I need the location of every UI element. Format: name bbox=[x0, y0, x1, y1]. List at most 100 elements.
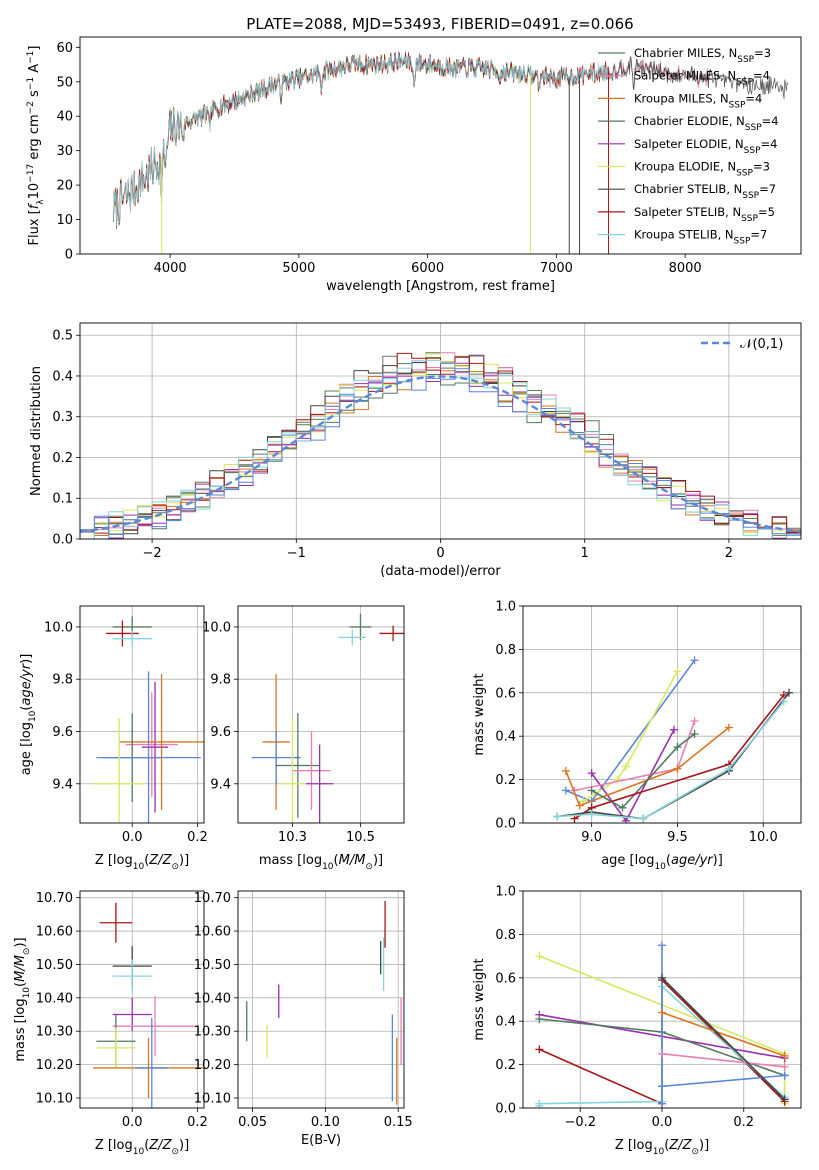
weight-line bbox=[574, 694, 785, 820]
y-tick-label: 0.3 bbox=[52, 410, 73, 425]
panel-mass-weight-vs-metallicity: −0.2 0.0 0.2 0.0 0.2 0.4 0.6 0.8 1.0 Z [log10(Z/Z… bbox=[472, 885, 802, 1157]
x-tick-label: 0 bbox=[436, 546, 444, 561]
weight-point bbox=[673, 667, 682, 676]
axes-frame bbox=[79, 890, 205, 1109]
y-tick-label: 0.4 bbox=[52, 369, 73, 384]
y-tick-label: 0.8 bbox=[495, 928, 516, 943]
x-axis-label: Z [log10(Z/Z⊙)] bbox=[95, 853, 189, 872]
y-tick-label: 10.20 bbox=[194, 1058, 231, 1073]
x-tick-label: 2 bbox=[725, 546, 733, 561]
y-tick-label: 0.5 bbox=[52, 329, 73, 344]
y-tick-label: 0.1 bbox=[52, 492, 73, 507]
y-tick-label: 10 bbox=[56, 213, 73, 228]
x-axis-label: wavelength [Angstrom, rest frame] bbox=[326, 279, 555, 294]
y-tick-label: 10.10 bbox=[36, 1091, 73, 1106]
x-tick-label: −0.2 bbox=[564, 1115, 596, 1130]
y-tick-label: 20 bbox=[56, 179, 73, 194]
x-tick-label: 10.5 bbox=[346, 830, 375, 845]
weight-point bbox=[535, 952, 544, 961]
y-tick-label: 60 bbox=[56, 41, 73, 56]
y-tick-label: 0.0 bbox=[52, 533, 73, 548]
panel-spectrum: 4000 5000 6000 7000 8000 0 10 20 30 40 50 60 wavelen… bbox=[26, 36, 802, 294]
weight-point bbox=[535, 1045, 544, 1054]
weight-point bbox=[690, 717, 699, 726]
weight-point bbox=[690, 730, 699, 739]
y-tick-label: 9.8 bbox=[210, 673, 231, 688]
y-tick-label: 1.0 bbox=[495, 600, 516, 615]
x-tick-label: 10.0 bbox=[749, 830, 778, 845]
x-tick-label: 0.0 bbox=[122, 830, 143, 845]
weight-line bbox=[661, 977, 786, 1100]
y-tick-label: 50 bbox=[56, 75, 73, 90]
legend-label: Chabrier ELODIE, NSSP=4 bbox=[634, 114, 779, 133]
x-tick-label: 0.15 bbox=[384, 1115, 413, 1130]
panel-mass-vs-ebv: 0.05 0.10 0.15 10.10 10.20 10.30 10.40 10.50 10.… bbox=[194, 890, 413, 1148]
weight-point bbox=[587, 769, 596, 778]
weight-point bbox=[561, 786, 570, 795]
y-tick-label: 40 bbox=[56, 110, 73, 125]
weight-point bbox=[658, 973, 666, 982]
plot-area bbox=[553, 656, 793, 823]
panel-residual-histogram: −2 −1 0 1 2 0.0 0.1 0.2 0.3 0.4 0.5 (data-model)/er… bbox=[29, 322, 802, 579]
x-tick-label: 0.2 bbox=[187, 830, 208, 845]
x-axis-label: Z [log10(Z/Z⊙)] bbox=[615, 1138, 709, 1157]
weight-point bbox=[658, 1099, 666, 1108]
weight-point bbox=[780, 1062, 789, 1071]
plot-area bbox=[93, 902, 204, 1108]
y-tick-label: 0.4 bbox=[495, 730, 516, 745]
x-tick-label: 10.3 bbox=[278, 830, 307, 845]
weight-point bbox=[535, 1099, 544, 1108]
y-tick-label: 10.40 bbox=[36, 991, 73, 1006]
weight-point bbox=[724, 764, 733, 773]
weight-line bbox=[565, 659, 696, 803]
histogram-step bbox=[80, 360, 801, 539]
weight-point bbox=[670, 725, 679, 734]
weight-line bbox=[661, 945, 785, 1104]
weight-point bbox=[658, 1008, 666, 1017]
y-tick-label: 9.8 bbox=[52, 673, 73, 688]
y-tick-label: 0.2 bbox=[495, 773, 516, 788]
weight-point bbox=[587, 810, 596, 819]
weight-line bbox=[591, 733, 696, 809]
y-tick-label: 10.30 bbox=[194, 1025, 231, 1040]
x-axis-label: (data-model)/error bbox=[380, 564, 501, 579]
figure-title: PLATE=2088, MJD=53493, FIBERID=0491, z=0… bbox=[246, 15, 633, 33]
x-tick-label: 0.10 bbox=[311, 1115, 340, 1130]
weight-point bbox=[561, 766, 570, 775]
y-tick-label: 10.50 bbox=[36, 958, 73, 973]
y-axis-label: mass weight bbox=[472, 958, 487, 1040]
legend-label: Salpeter ELODIE, NSSP=4 bbox=[634, 137, 777, 156]
x-axis-label: Z [log10(Z/Z⊙)] bbox=[95, 1138, 189, 1157]
axes-frame bbox=[522, 890, 802, 1109]
y-axis-label: mass weight bbox=[472, 673, 487, 755]
y-tick-label: 9.4 bbox=[210, 777, 231, 792]
y-tick-label: 0.6 bbox=[495, 971, 516, 986]
panel-age-vs-metallicity: 0.0 0.2 9.4 9.6 9.8 10.0 Z [log10(Z/Z⊙)] age [l… bbox=[19, 605, 208, 872]
y-tick-label: 10.60 bbox=[194, 925, 231, 940]
x-tick-label: −2 bbox=[143, 546, 162, 561]
axes-frame bbox=[237, 605, 405, 824]
weight-point bbox=[658, 1082, 666, 1091]
x-tick-label: 0.05 bbox=[238, 1115, 267, 1130]
y-axis-label: Normed distribution bbox=[29, 366, 44, 496]
y-tick-label: 10.30 bbox=[36, 1025, 73, 1040]
y-tick-label: 30 bbox=[56, 144, 73, 159]
legend-label: Chabrier MILES, NSSP=3 bbox=[634, 46, 771, 65]
weight-point bbox=[553, 812, 562, 821]
weight-point bbox=[724, 723, 733, 732]
axes-frame bbox=[79, 36, 802, 255]
y-tick-label: 0.2 bbox=[495, 1058, 516, 1073]
y-tick-label: 0.0 bbox=[495, 1102, 516, 1117]
x-tick-label: −1 bbox=[287, 546, 306, 561]
y-axis-label: Flux [fλ10−17 erg cm−2 s−1 A−1] bbox=[26, 46, 46, 246]
y-tick-label: 0.8 bbox=[495, 643, 516, 658]
y-tick-label: 9.6 bbox=[210, 725, 231, 740]
weight-point bbox=[658, 1049, 666, 1058]
y-tick-label: 10.40 bbox=[194, 991, 231, 1006]
y-tick-label: 9.6 bbox=[52, 725, 73, 740]
legend-label: 𝒩(0,1) bbox=[740, 337, 783, 352]
plots-layer: 4000 5000 6000 7000 80000102030405060wavelen… bbox=[13, 36, 802, 1157]
weight-line bbox=[661, 1053, 785, 1068]
plot-area bbox=[113, 51, 789, 254]
y-axis-label: age [log10(age/yr)] bbox=[19, 654, 38, 776]
